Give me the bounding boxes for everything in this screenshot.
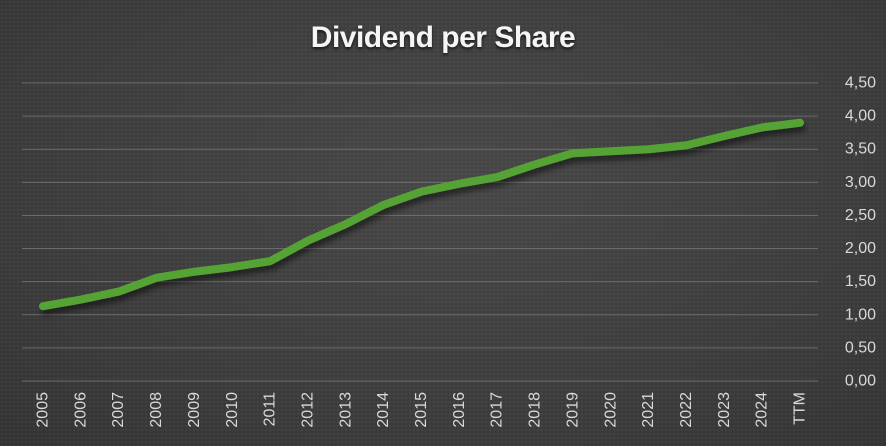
x-axis-tick-label: 2022 <box>678 392 695 428</box>
dividend-series-line <box>39 118 804 311</box>
x-axis-tick-label: 2023 <box>716 392 733 428</box>
x-axis-tick-label: 2017 <box>489 392 506 428</box>
x-axis-tick-label: 2012 <box>299 392 316 428</box>
x-axis-tick-label: 2018 <box>527 392 544 428</box>
y-axis-tick-label: 2,50 <box>845 207 876 224</box>
x-axis-tick-label: 2011 <box>262 392 279 427</box>
x-axis-tick-label: 2016 <box>451 392 468 428</box>
y-axis-labels: 0,00 0,50 1,00 1,50 2,00 2,50 3,00 3,50 4,00 4,50 <box>845 75 876 390</box>
x-axis-tick-label: TTM <box>792 392 809 425</box>
grid-layer <box>22 82 818 382</box>
x-axis-tick-label: 2005 <box>35 392 52 428</box>
x-axis-tick-label: 2009 <box>186 392 203 428</box>
y-axis-tick-label: 1,50 <box>845 273 876 290</box>
x-axis-tick-label: 2014 <box>375 392 392 428</box>
y-axis-tick-label: 4,00 <box>845 108 876 125</box>
y-axis-tick-label: 0,00 <box>845 373 876 390</box>
series-layer <box>39 118 804 311</box>
x-axis-tick-label: 2019 <box>564 392 581 428</box>
chart-title: Dividend per Share <box>310 21 576 54</box>
x-axis-tick-label: 2020 <box>602 392 619 428</box>
y-axis-tick-label: 3,00 <box>845 174 876 191</box>
x-axis-tick-label: 2007 <box>110 392 127 428</box>
x-axis-tick-label: 2008 <box>148 392 165 428</box>
x-axis-tick-label: 2006 <box>72 392 89 428</box>
x-axis-tick-label: 2015 <box>413 392 430 428</box>
y-axis-tick-label: 3,50 <box>845 141 876 158</box>
y-axis-tick-label: 4,50 <box>845 75 876 92</box>
x-axis-tick-label: 2013 <box>337 392 354 428</box>
y-axis-tick-label: 1,00 <box>845 306 876 323</box>
y-axis-tick-label: 2,00 <box>845 240 876 257</box>
x-axis-tick-label: 2010 <box>224 392 241 428</box>
x-axis-tick-label: 2024 <box>754 392 771 428</box>
x-axis-labels: 2005 2006 2007 2008 2009 2010 2011 2012 2013 2014… <box>35 392 809 428</box>
y-axis-tick-label: 0,50 <box>845 339 876 356</box>
x-axis-tick-label: 2021 <box>640 392 657 428</box>
